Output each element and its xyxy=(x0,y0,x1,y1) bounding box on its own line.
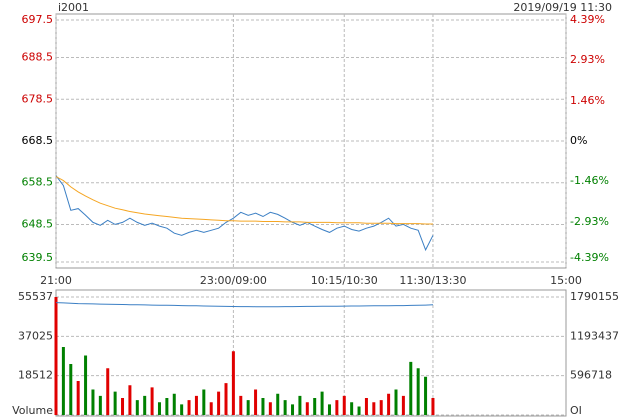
y2-tick-label: 596718 xyxy=(570,369,612,382)
volume-bar xyxy=(313,398,317,415)
volume-bar xyxy=(364,398,368,415)
volume-bar xyxy=(172,393,176,415)
volume-panel-frame xyxy=(55,289,567,417)
y2-tick-label: -1.46% xyxy=(570,174,609,187)
volume-bar xyxy=(409,361,413,415)
volume-bar xyxy=(69,364,73,415)
volume-bar xyxy=(298,395,302,415)
volume-bar xyxy=(113,391,117,415)
y-tick-label: 55537 xyxy=(18,290,53,303)
y2-tick-label: -2.93% xyxy=(570,215,609,228)
y-tick-label: 658.5 xyxy=(22,176,54,189)
y-tick-label: 697.5 xyxy=(22,13,54,26)
y2-tick-label: 2.93% xyxy=(570,53,605,66)
volume-bar xyxy=(106,368,110,415)
volume-bar xyxy=(98,395,102,415)
series-line xyxy=(55,175,434,252)
volume-bar xyxy=(150,387,154,415)
volume-bar xyxy=(357,406,361,415)
y-tick-label: 668.5 xyxy=(22,134,54,147)
volume-bar xyxy=(342,395,346,415)
volume-bar xyxy=(283,400,287,415)
volume-bar xyxy=(54,297,58,415)
y-tick-label: 18512 xyxy=(18,369,53,382)
y-tick-label: 678.5 xyxy=(22,92,54,105)
volume-bar xyxy=(276,393,280,415)
volume-bar xyxy=(350,402,354,415)
y2-tick-label: 0% xyxy=(570,134,587,147)
volume-bar xyxy=(239,395,243,415)
volume-bar xyxy=(209,402,213,415)
y-tick-label: 37025 xyxy=(18,329,53,342)
y-tick-label: Volume xyxy=(12,404,53,417)
volume-bar xyxy=(194,395,198,415)
volume-bar xyxy=(335,400,339,415)
volume-bar xyxy=(84,355,88,415)
symbol: i2001 xyxy=(58,1,89,14)
volume-bar xyxy=(76,381,80,415)
volume-bar xyxy=(231,351,235,415)
volume-bar xyxy=(387,393,391,415)
volume-bar xyxy=(254,389,258,415)
x-tick-label: 15:00 xyxy=(550,274,582,287)
volume-bar xyxy=(394,389,398,415)
x-tick-label: 10:15/10:30 xyxy=(311,274,378,287)
volume-bar xyxy=(320,391,324,415)
volume-bar xyxy=(424,376,428,415)
volume-bar xyxy=(217,391,221,415)
x-tick-label: 11:30/13:30 xyxy=(399,274,466,287)
volume-bar xyxy=(246,400,250,415)
volume-bar xyxy=(91,389,95,415)
y2-tick-label: 1.46% xyxy=(570,94,605,107)
y2-tick-label: 1193437 xyxy=(570,329,619,342)
volume-bar xyxy=(305,402,309,415)
volume-bar xyxy=(431,398,435,415)
y-tick-label: 688.5 xyxy=(22,51,54,64)
y2-tick-label: 4.39% xyxy=(570,13,605,26)
y2-tick-label: -4.39% xyxy=(570,251,609,264)
volume-bar xyxy=(165,398,169,415)
volume-bar xyxy=(379,400,383,415)
volume-bar xyxy=(135,400,139,415)
volume-bar xyxy=(372,402,376,415)
y-tick-label: 639.5 xyxy=(22,251,54,264)
volume-bar xyxy=(401,395,405,415)
volume-bar xyxy=(157,402,161,415)
volume-bar xyxy=(61,347,65,415)
volume-bar xyxy=(224,383,228,415)
volume-bar xyxy=(180,404,184,415)
volume-bar xyxy=(128,385,132,415)
x-tick-label: 23:00/09:00 xyxy=(200,274,267,287)
series-line xyxy=(55,176,433,225)
y2-tick-label: 1790155 xyxy=(570,290,619,303)
y2-tick-label: OI xyxy=(570,404,582,417)
x-tick-label: 21:00 xyxy=(40,274,72,287)
volume-bar xyxy=(121,398,125,415)
volume-bar xyxy=(261,398,265,415)
volume-bar xyxy=(143,395,147,415)
series-line xyxy=(55,302,434,308)
volume-bar xyxy=(291,404,295,415)
volume-bar xyxy=(416,368,420,415)
volume-bar xyxy=(187,400,191,415)
volume-bar xyxy=(327,404,331,415)
volume-bar xyxy=(268,402,272,415)
y-tick-label: 648.5 xyxy=(22,217,54,230)
timestamp: 2019/09/19 11:30 xyxy=(513,1,612,14)
volume-bar xyxy=(202,389,206,415)
